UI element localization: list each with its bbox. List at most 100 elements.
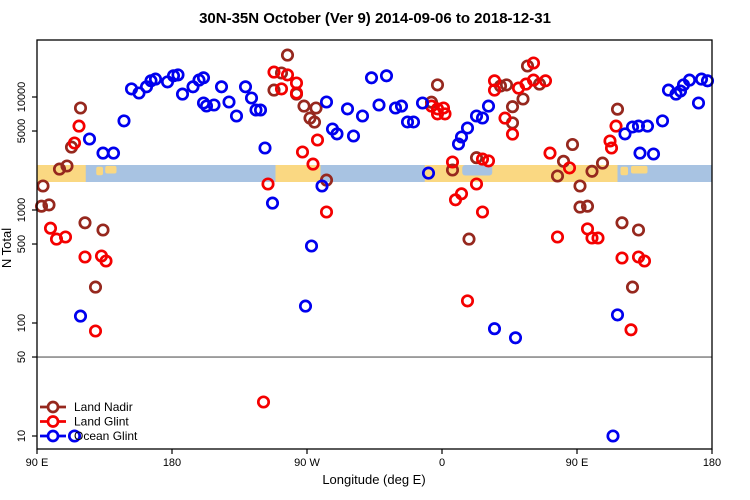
point-land-glint (256, 395, 271, 409)
point-land-glint (498, 111, 512, 125)
legend-circle-marker (46, 429, 60, 443)
point-ocean-glint (346, 129, 361, 143)
y-tick-label: 10 (16, 430, 28, 442)
point-ocean-glint (73, 309, 88, 323)
point-land-glint (319, 205, 334, 219)
point-land-nadir (580, 199, 595, 213)
point-land-nadir (307, 115, 322, 129)
point-ocean-glint (508, 331, 523, 345)
point-ocean-glint (304, 239, 319, 253)
point-land-glint (289, 86, 304, 100)
point-land-nadir (78, 216, 92, 230)
point-ocean-glint (298, 299, 313, 313)
y-tick-label: 500 (16, 235, 28, 253)
point-ocean-glint (694, 72, 709, 86)
x-tick-label: 90 W (294, 457, 320, 469)
point-land-nadir (297, 99, 311, 113)
point-land-glint (58, 230, 73, 244)
point-ocean-glint (207, 98, 221, 112)
point-land-nadir (52, 162, 67, 176)
point-land-glint (310, 133, 325, 147)
point-land-nadir (280, 48, 295, 62)
point-ocean-glint (394, 99, 409, 113)
map-strip-island (631, 165, 648, 174)
point-ocean-glint (451, 137, 466, 151)
point-ocean-glint (199, 99, 214, 113)
point-land-glint (261, 177, 275, 191)
point-land-glint (603, 134, 617, 148)
point-land-glint (295, 145, 310, 159)
point-ocean-glint (229, 109, 244, 123)
point-ocean-glint (82, 132, 97, 146)
point-ocean-glint (372, 98, 386, 112)
point-ocean-glint (475, 111, 490, 125)
point-land-glint (445, 155, 460, 169)
point-land-nadir (631, 223, 646, 237)
point-land-glint (78, 250, 92, 264)
point-ocean-glint (265, 196, 280, 210)
y-tick-label: 100 (16, 314, 28, 332)
point-land-glint (88, 324, 103, 338)
point-ocean-glint (214, 80, 229, 94)
land-ocean-map-strip (37, 165, 712, 182)
point-land-nadir (595, 156, 610, 170)
point-land-glint (280, 68, 295, 82)
point-ocean-glint (640, 119, 655, 133)
point-ocean-glint (249, 103, 263, 117)
point-ocean-glint (487, 322, 502, 336)
point-ocean-glint (469, 109, 484, 123)
point-land-nadir (34, 199, 49, 213)
point-ocean-glint (253, 103, 268, 117)
x-tick-label: 0 (439, 457, 445, 469)
point-land-glint (505, 127, 520, 141)
point-ocean-glint (388, 101, 403, 115)
point-ocean-glint (421, 166, 436, 180)
point-ocean-glint (646, 147, 661, 161)
point-ocean-glint (691, 96, 706, 110)
point-ocean-glint (406, 115, 421, 129)
point-land-glint (604, 141, 619, 155)
point-ocean-glint (117, 114, 131, 128)
point-ocean-glint (606, 429, 620, 443)
point-land-nadir (550, 169, 565, 183)
point-land-glint (469, 177, 484, 191)
point-land-nadir (505, 100, 520, 114)
point-land-glint (67, 136, 82, 150)
y-axis-label: N Total (0, 228, 14, 268)
x-tick-label: 180 (163, 457, 181, 469)
point-ocean-glint (379, 69, 394, 83)
point-ocean-glint (315, 179, 329, 193)
axes: 90 E 180 90 W 0 90 E 180 10 50 100 500 1000 5000 100… (16, 39, 721, 469)
x-tick-label: 90 E (26, 457, 49, 469)
point-land-nadir (585, 164, 599, 178)
point-land-nadir (430, 78, 445, 92)
point-land-glint (430, 107, 445, 121)
point-land-nadir (625, 280, 640, 294)
point-land-nadir (60, 159, 74, 173)
point-land-glint (481, 154, 496, 168)
point-land-glint (562, 161, 577, 175)
point-land-nadir (88, 280, 103, 294)
point-land-glint (591, 231, 605, 245)
point-ocean-glint (700, 74, 715, 88)
point-ocean-glint (454, 130, 469, 144)
y-tick-label: 10000 (16, 82, 28, 113)
point-ocean-glint (132, 86, 146, 100)
point-ocean-glint (355, 109, 370, 123)
point-land-nadir (469, 151, 484, 165)
point-ocean-glint (631, 119, 646, 133)
point-land-glint (538, 74, 553, 88)
point-ocean-glint (196, 71, 211, 85)
point-ocean-glint (96, 146, 110, 160)
point-ocean-glint (415, 96, 430, 110)
point-ocean-glint (618, 127, 632, 141)
legend-circle-marker (46, 415, 60, 428)
point-land-nadir (96, 223, 110, 237)
point-ocean-glint (625, 120, 640, 134)
point-ocean-glint (319, 95, 334, 109)
point-ocean-glint (340, 102, 355, 116)
map-strip-island (105, 165, 117, 174)
point-land-glint (274, 82, 289, 96)
